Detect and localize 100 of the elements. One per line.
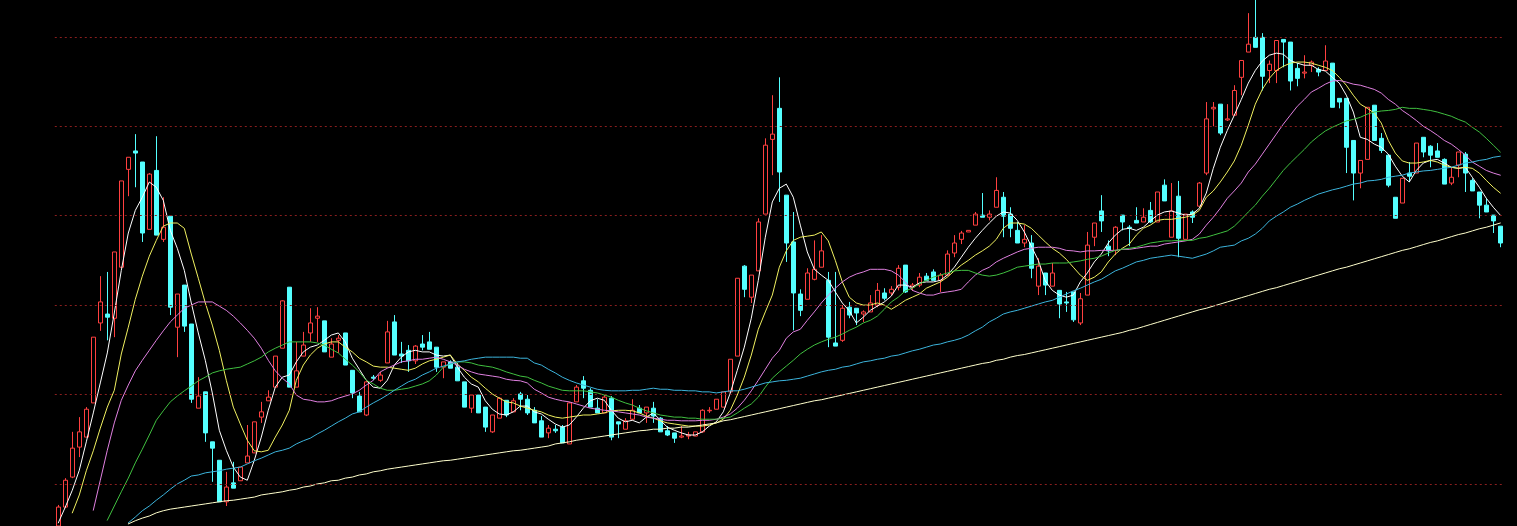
candlestick xyxy=(126,156,131,197)
candlestick xyxy=(1141,207,1146,223)
candlestick xyxy=(245,424,250,464)
candlestick xyxy=(882,287,887,301)
candlestick xyxy=(1386,154,1391,188)
candlestick xyxy=(231,461,236,489)
candlestick xyxy=(1456,151,1461,178)
candlestick xyxy=(133,133,138,188)
candlestick xyxy=(1134,206,1139,224)
candlestick xyxy=(742,264,747,298)
candlestick xyxy=(560,424,565,444)
candlestick xyxy=(518,391,523,411)
candlestick xyxy=(1225,103,1230,122)
candlestick xyxy=(833,271,838,347)
candlestick xyxy=(483,406,488,433)
candlestick xyxy=(1078,292,1083,326)
candlestick xyxy=(315,306,320,343)
candlestick xyxy=(490,414,495,434)
candlestick xyxy=(546,424,551,439)
candlestick xyxy=(539,415,544,438)
candlestick xyxy=(1120,214,1125,231)
candlestick xyxy=(336,334,341,354)
candlestick xyxy=(889,285,894,296)
candlestick xyxy=(1428,144,1433,168)
candlestick xyxy=(1036,257,1041,296)
candlestick xyxy=(63,477,68,509)
candlestick xyxy=(980,192,985,218)
candlestick xyxy=(189,323,194,404)
candlestick xyxy=(1407,161,1412,183)
candlestick xyxy=(196,376,201,409)
candlestick xyxy=(462,381,467,408)
candlestick xyxy=(252,421,257,454)
candlestick xyxy=(1337,97,1342,109)
candlestick xyxy=(1274,40,1279,84)
candlestick xyxy=(798,288,803,317)
candlestick xyxy=(182,284,187,333)
candlestick xyxy=(350,369,355,399)
candlestick xyxy=(287,286,292,388)
candlestick xyxy=(1176,180,1181,258)
candlestick xyxy=(1365,106,1370,160)
candlestick xyxy=(476,394,481,414)
candlestick xyxy=(224,471,229,507)
candlestick xyxy=(1064,291,1069,313)
candlestick xyxy=(1393,196,1398,219)
candlestick xyxy=(770,94,775,176)
candlestick xyxy=(1162,178,1167,202)
candlestick xyxy=(1092,222,1097,247)
candlestick xyxy=(735,277,740,357)
candlestick xyxy=(1295,62,1300,87)
candlestick xyxy=(469,394,474,414)
candlestick xyxy=(1267,59,1272,84)
candlestick xyxy=(1204,101,1209,176)
candlestick xyxy=(77,416,82,458)
candlestick xyxy=(1169,182,1174,238)
candlestick xyxy=(1001,191,1006,238)
candlestick xyxy=(1022,224,1027,248)
candlestick xyxy=(1400,177,1405,204)
candlestick xyxy=(1218,103,1223,136)
candlestick xyxy=(1372,104,1377,141)
candlestick xyxy=(119,180,124,268)
candlestick xyxy=(679,425,684,439)
candlestick xyxy=(553,424,558,434)
candlestick xyxy=(1260,32,1265,91)
candlestick xyxy=(1435,142,1440,158)
candlestick xyxy=(259,401,264,424)
candlestick xyxy=(308,307,313,343)
candlestick xyxy=(875,282,880,308)
candlestick xyxy=(1127,224,1132,247)
candlestick xyxy=(1449,166,1454,186)
candlestick xyxy=(819,234,824,268)
candlestick xyxy=(777,76,782,203)
candlestick xyxy=(1211,101,1216,127)
candlestick xyxy=(357,391,362,413)
candlestick xyxy=(966,229,971,233)
candlestick xyxy=(1344,97,1349,174)
candlestick xyxy=(217,459,222,503)
candlestick xyxy=(1421,136,1426,158)
candlestick xyxy=(385,320,390,364)
candlestick xyxy=(266,389,271,402)
candlestick xyxy=(1302,54,1307,79)
candlestick xyxy=(1232,84,1237,116)
candlestick xyxy=(1246,12,1251,53)
candlestick xyxy=(728,358,733,393)
candlestick xyxy=(1239,59,1244,96)
candlestick xyxy=(987,209,992,221)
candlestick xyxy=(147,172,152,230)
candlestick xyxy=(616,421,621,439)
candlestick xyxy=(392,314,397,356)
candlestick xyxy=(952,234,957,258)
candlestick xyxy=(1477,191,1482,219)
candlestick xyxy=(756,217,761,272)
candlestick xyxy=(812,239,817,281)
candlestick xyxy=(805,267,810,300)
candlestick xyxy=(1358,159,1363,189)
candlestick xyxy=(826,271,831,348)
candlestick xyxy=(1288,41,1293,91)
candlestick xyxy=(1071,291,1076,323)
candlestick xyxy=(1484,197,1489,213)
candlestick xyxy=(1470,177,1475,192)
candlestick xyxy=(1197,181,1202,207)
